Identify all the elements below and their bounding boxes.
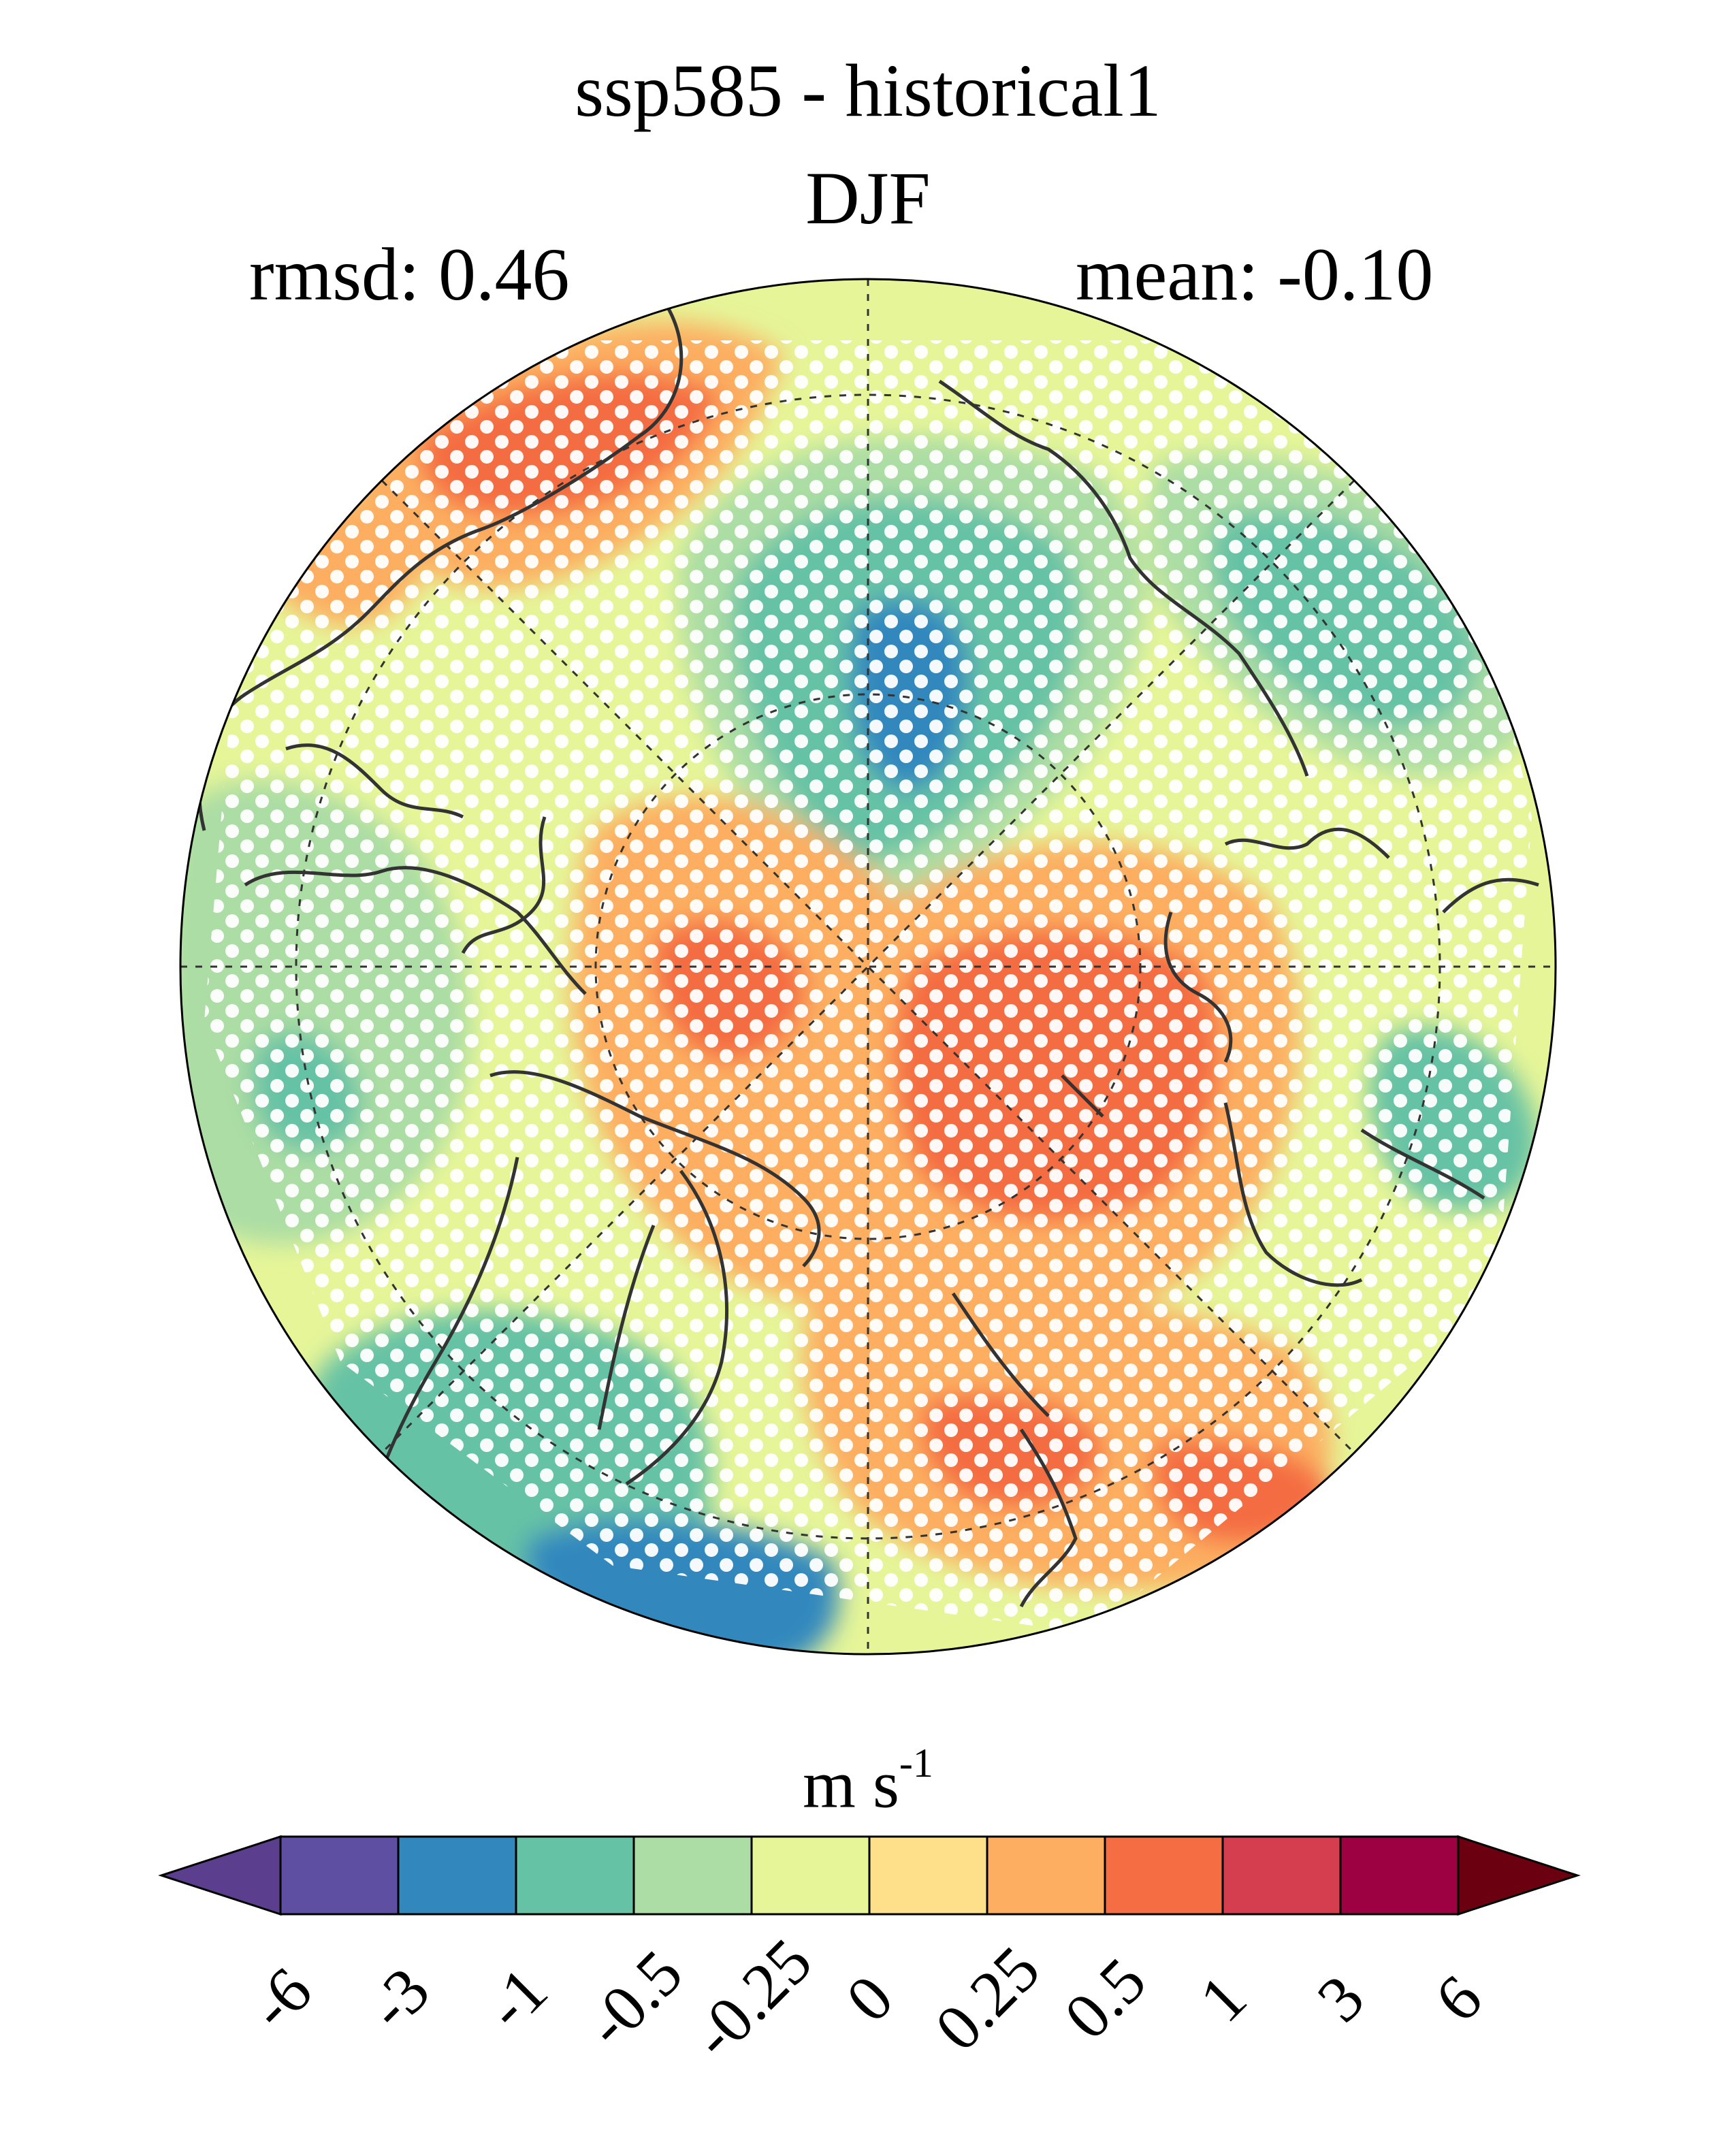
- colorbar-bin: [750, 1835, 871, 1916]
- colorbar-bin: [632, 1835, 753, 1916]
- colorbar-over-arrow: [1457, 1835, 1581, 1916]
- colorbar-bin: [868, 1835, 988, 1916]
- graticule: [180, 279, 1556, 1654]
- colorbar-under-arrow: [158, 1835, 282, 1916]
- colorbar-bin: [986, 1835, 1106, 1916]
- season-label: DJF: [805, 157, 931, 240]
- coastlines: [197, 305, 1539, 1608]
- colorbar-bin: [515, 1835, 635, 1916]
- colorbar-bin: [279, 1835, 400, 1916]
- colorbar-units: m s-1: [0, 1743, 1736, 1818]
- colorbar-bin: [1339, 1835, 1460, 1916]
- colorbar-bin: [1221, 1835, 1342, 1916]
- colorbar-bin: [1104, 1835, 1224, 1916]
- units-exponent: -1: [899, 1741, 933, 1786]
- map-title: ssp585 - historical1: [575, 49, 1161, 132]
- units-base: m s: [803, 1746, 899, 1822]
- rmsd-label: rmsd: 0.46: [249, 233, 570, 316]
- mean-label: mean: -0.10: [1076, 233, 1434, 316]
- colorbar-bin: [397, 1835, 517, 1916]
- map-boundary: [179, 278, 1557, 1656]
